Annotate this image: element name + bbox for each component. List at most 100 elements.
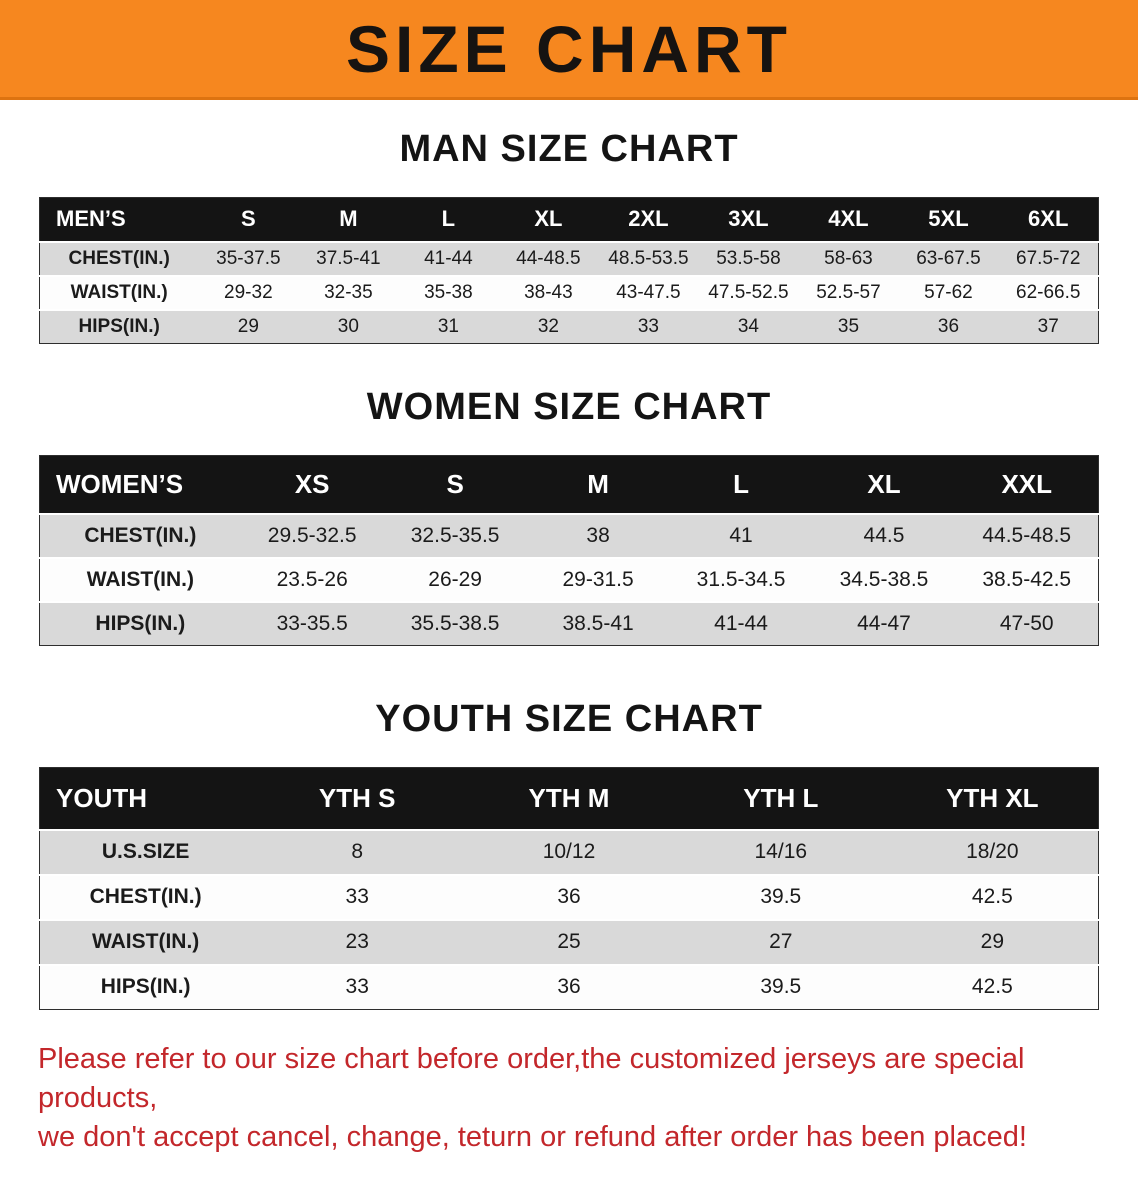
table-header-row: YOUTH YTH S YTH M YTH L YTH XL (39, 767, 1099, 830)
row-label: WAIST(IN.) (91, 930, 200, 953)
table-cell: 18/20 (966, 840, 1019, 863)
youth-size-chart-section: YOUTH SIZE CHART YOUTH YTH S YTH M YTH L YTH… (0, 698, 1138, 1010)
size-column-header: XL (498, 197, 599, 242)
table-row: HIPS(IN.) 33 36 39.5 42.5 (39, 964, 1099, 1010)
table-row: HIPS(IN.) 29 30 31 32 33 34 35 36 37 (39, 309, 1099, 344)
table-row: CHEST(IN.) 35-37.5 37.5-41 41-44 44-48.5 48.5… (39, 241, 1099, 276)
women-size-chart-section: WOMEN SIZE CHART WOMEN’S XS S M L XL XXL CHEST(… (0, 386, 1138, 646)
table-cell: 29.5-32.5 (267, 523, 357, 547)
table-cell: 33-35.5 (276, 611, 348, 635)
table-cell: 37 (1037, 315, 1059, 337)
table-cell: 35-38 (424, 281, 473, 303)
table-header-row: WOMEN’S XS S M L XL XXL (39, 455, 1099, 514)
table-cell: 57-62 (924, 281, 973, 303)
table-cell: 48.5-53.5 (608, 247, 689, 269)
table-cell: 29-31.5 (562, 567, 634, 591)
size-column-header: L (398, 197, 499, 242)
table-row: CHEST(IN.) 33 36 39.5 42.5 (39, 874, 1099, 920)
table-cell: 38.5-41 (562, 611, 634, 635)
size-column-header: XXL (955, 455, 1099, 514)
row-label: WAIST(IN.) (70, 281, 168, 303)
size-column-header: XS (240, 455, 384, 514)
table-cell: 33 (637, 315, 659, 337)
table-corner-label: MEN’S (39, 197, 199, 242)
size-column-header: XL (812, 455, 956, 514)
table-cell: 63-67.5 (916, 247, 981, 269)
table-cell: 41 (729, 523, 753, 547)
table-cell: 33 (345, 975, 369, 999)
table-row: U.S.SIZE 8 10/12 14/16 18/20 (39, 829, 1099, 875)
table-row: HIPS(IN.) 33-35.5 35.5-38.5 38.5-41 41-44 44-… (39, 601, 1099, 646)
size-column-header: YTH M (463, 767, 675, 830)
table-cell: 38.5-42.5 (982, 567, 1072, 591)
table-cell: 32 (537, 315, 559, 337)
table-cell: 29-32 (224, 281, 273, 303)
table-cell: 52.5-57 (816, 281, 881, 303)
table-cell: 47-50 (999, 611, 1054, 635)
table-cell: 35 (837, 315, 860, 337)
table-cell: 44.5 (863, 523, 905, 547)
table-header-row: MEN’S S M L XL 2XL 3XL 4XL 5XL 6XL (39, 197, 1099, 242)
row-label: CHEST(IN.) (68, 247, 170, 269)
youth-chart-heading: YOUTH SIZE CHART (375, 698, 763, 740)
row-label: HIPS(IN.) (100, 975, 191, 999)
table-cell: 29 (980, 930, 1005, 953)
table-row: WAIST(IN.) 23.5-26 26-29 29-31.5 31.5-34.5 34… (39, 557, 1099, 602)
table-cell: 25 (557, 930, 581, 953)
table-cell: 32-35 (324, 281, 373, 303)
table-cell: 26-29 (428, 567, 482, 591)
disclaimer-line-2: we don't accept cancel, change, teturn o… (38, 1121, 1027, 1154)
size-column-header: 6XL (998, 197, 1099, 242)
row-label: HIPS(IN.) (78, 315, 160, 337)
size-column-header: YTH L (674, 767, 887, 830)
table-cell: 32.5-35.5 (410, 523, 500, 547)
size-column-header: M (526, 455, 670, 514)
table-cell: 44-48.5 (516, 247, 581, 269)
women-size-table: WOMEN’S XS S M L XL XXL CHEST(IN.) 29.5-32.5 32.5… (39, 455, 1099, 646)
women-chart-heading: WOMEN SIZE CHART (366, 386, 772, 428)
table-corner-label: WOMEN’S (39, 455, 241, 514)
table-cell: 31.5-34.5 (696, 567, 786, 591)
size-column-header: 4XL (798, 197, 899, 242)
men-size-chart-section: MAN SIZE CHART MEN’S S M L XL 2XL 3XL 4XL 5XL 6XL… (0, 128, 1138, 344)
table-cell: 53.5-58 (716, 247, 781, 269)
row-label: U.S.SIZE (101, 840, 190, 863)
table-cell: 8 (351, 840, 364, 863)
table-cell: 36 (937, 315, 960, 337)
table-row: WAIST(IN.) 23 25 27 29 (39, 919, 1099, 965)
table-cell: 44-47 (857, 611, 911, 635)
table-row: CHEST(IN.) 29.5-32.5 32.5-35.5 38 41 44.5 44.5… (39, 513, 1099, 558)
page-title: SIZE CHART (346, 11, 792, 86)
size-column-header: 2XL (598, 197, 699, 242)
size-column-header: S (383, 455, 527, 514)
table-cell: 34 (737, 315, 759, 337)
size-column-header: YTH S (251, 767, 464, 830)
disclaimer-line-1: Please refer to our size chart before or… (38, 1043, 1025, 1115)
table-cell: 30 (337, 315, 359, 337)
size-column-header: 3XL (698, 197, 799, 242)
men-size-table: MEN’S S M L XL 2XL 3XL 4XL 5XL 6XL CHEST(IN.) 35-37… (39, 197, 1099, 344)
table-cell: 41-44 (714, 611, 768, 635)
table-cell: 35.5-38.5 (410, 611, 500, 635)
table-cell: 39.5 (760, 975, 802, 999)
table-cell: 38 (586, 523, 610, 547)
men-chart-heading: MAN SIZE CHART (399, 128, 739, 170)
row-label: CHEST(IN.) (89, 885, 202, 908)
table-cell: 43-47.5 (616, 281, 681, 303)
youth-size-table: YOUTH YTH S YTH M YTH L YTH XL U.S.SIZE 8 10/12… (39, 767, 1099, 1010)
table-cell: 34.5-38.5 (839, 567, 929, 591)
table-cell: 42.5 (971, 975, 1013, 999)
table-cell: 44.5-48.5 (982, 523, 1072, 547)
table-cell: 27 (769, 930, 793, 953)
table-cell: 62-66.5 (1016, 281, 1081, 303)
table-cell: 58-63 (824, 247, 873, 269)
table-cell: 14/16 (754, 840, 808, 863)
table-cell: 36 (557, 885, 581, 908)
table-cell: 41-44 (424, 247, 473, 269)
table-corner-label: YOUTH (39, 767, 252, 830)
size-column-header: YTH XL (886, 767, 1099, 830)
table-cell: 23 (345, 930, 369, 953)
disclaimer: Please refer to our size chart before or… (38, 1040, 1100, 1157)
table-cell: 33 (345, 885, 369, 908)
table-cell: 38-43 (524, 281, 573, 303)
